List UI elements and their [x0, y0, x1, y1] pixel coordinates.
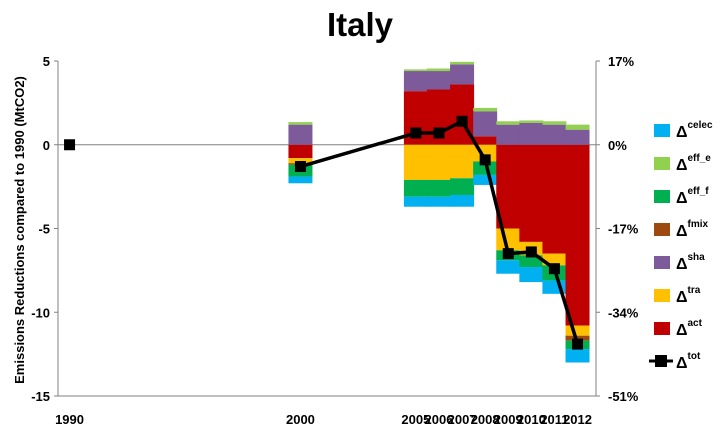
line-point-tot: [295, 161, 306, 172]
y-tick-label: 5: [43, 54, 50, 69]
legend-label-superscript: tot: [688, 351, 701, 362]
legend-label-superscript: eff_e: [688, 153, 712, 164]
y2-tick-label: -34%: [608, 305, 639, 320]
legend-label-superscript: act: [688, 318, 703, 329]
chart-title: Italy: [327, 6, 394, 43]
plot-area: 5 17%0 0%-5 -17%-10 -34%-15 -51%1990 2000 20052…: [31, 54, 639, 427]
legend-label-superscript: tra: [688, 285, 701, 296]
bar-segment-eff-f: [450, 178, 474, 195]
bar-segment-celec: [473, 175, 497, 185]
legend-swatch-eff-e: [654, 157, 670, 170]
legend-label-celec: Δcelec: [676, 120, 713, 141]
bar-segment-celec: [496, 260, 520, 273]
bar-segment-sha: [496, 125, 520, 145]
line-point-tot: [64, 139, 75, 150]
bar-segment-celec: [404, 197, 428, 207]
bar-segment-sha: [404, 71, 428, 91]
y2-tick-label: 0%: [608, 138, 627, 153]
bar-segment-eff-e: [496, 121, 520, 124]
y-tick-label: -5: [38, 222, 50, 237]
legend-swatch-act: [654, 322, 670, 335]
bar-segment-celec: [427, 197, 451, 207]
legend-label-sha: Δsha: [676, 252, 705, 273]
line-point-tot: [410, 128, 421, 139]
bar-segment-tra: [450, 145, 474, 179]
legend-swatch-tra: [654, 289, 670, 302]
bar-segment-sha: [288, 125, 312, 145]
bar-segment-eff-e: [404, 69, 428, 71]
y-axis-label: Emissions Reductions compared to 1990 (M…: [12, 76, 27, 384]
x-tick-label: 2000: [286, 412, 315, 427]
y2-tick-label: -51%: [608, 389, 639, 404]
legend-label-fmix: Δfmix: [676, 219, 709, 240]
y-tick-label: -15: [31, 389, 50, 404]
line-point-tot: [572, 339, 583, 350]
legend-marker-tot: [655, 355, 667, 367]
bar-segment-eff-e: [473, 108, 497, 111]
bar-segment-eff-e: [450, 62, 474, 65]
bar-segment-sha: [519, 123, 543, 145]
legend-swatch-fmix: [654, 223, 670, 236]
line-point-tot: [503, 248, 514, 259]
legend-label-superscript: fmix: [688, 219, 709, 230]
bar-segment-tra: [427, 145, 451, 180]
y2-tick-label: -17%: [608, 222, 639, 237]
legend-label-eff-f: Δeff_f: [676, 186, 709, 207]
bar-segment-act: [542, 145, 566, 254]
legend-swatch-eff-f: [654, 190, 670, 203]
bar-segment-eff-e: [288, 122, 312, 125]
legend-label-superscript: eff_f: [688, 186, 710, 197]
y2-tick-label: 17%: [608, 54, 634, 69]
x-tick-label: 2012: [563, 412, 592, 427]
bar-segment-tra: [566, 326, 590, 336]
legend-label-act: Δact: [676, 318, 703, 339]
bar-segment-eff-e: [519, 120, 543, 123]
x-tick-label: 1990: [55, 412, 84, 427]
bar-segment-celec: [450, 195, 474, 207]
line-point-tot: [457, 116, 468, 127]
bar-segment-sha: [450, 64, 474, 84]
bar-segment-act: [288, 145, 312, 158]
bar-segment-celec: [566, 349, 590, 362]
bar-segment-eff-f: [404, 180, 428, 197]
bar-segment-eff-e: [566, 125, 590, 130]
bar-segment-celec: [288, 177, 312, 184]
bar-segment-sha: [566, 130, 590, 145]
line-point-tot: [480, 154, 491, 165]
legend-swatch-sha: [654, 256, 670, 269]
legend-label-superscript: sha: [688, 252, 706, 263]
legend-label-eff-e: Δeff_e: [676, 153, 711, 174]
bar-segment-tra: [404, 145, 428, 180]
bar-segment-sha: [542, 125, 566, 145]
legend-label-tra: Δtra: [676, 285, 701, 306]
line-point-tot: [549, 263, 560, 274]
bar-segment-sha: [473, 111, 497, 136]
bar-segment-eff-f: [427, 180, 451, 197]
bar-segment-eff-e: [542, 121, 566, 124]
bar-segment-sha: [427, 71, 451, 89]
bar-segment-act: [519, 145, 543, 242]
legend-label-tot: Δtot: [676, 351, 701, 372]
bar-segment-act: [566, 145, 590, 326]
line-point-tot: [526, 246, 537, 257]
legend-swatch-celec: [654, 124, 670, 137]
bar-segment-celec: [519, 267, 543, 282]
y-tick-label: 0: [43, 138, 50, 153]
legend: Δcelec Δeff_e Δeff_f Δfmix Δsha Δtra Δact Δtot: [649, 120, 713, 372]
line-point-tot: [433, 128, 444, 139]
y-tick-label: -10: [31, 305, 50, 320]
legend-label-superscript: celec: [688, 120, 713, 131]
bar-segment-eff-e: [427, 69, 451, 72]
